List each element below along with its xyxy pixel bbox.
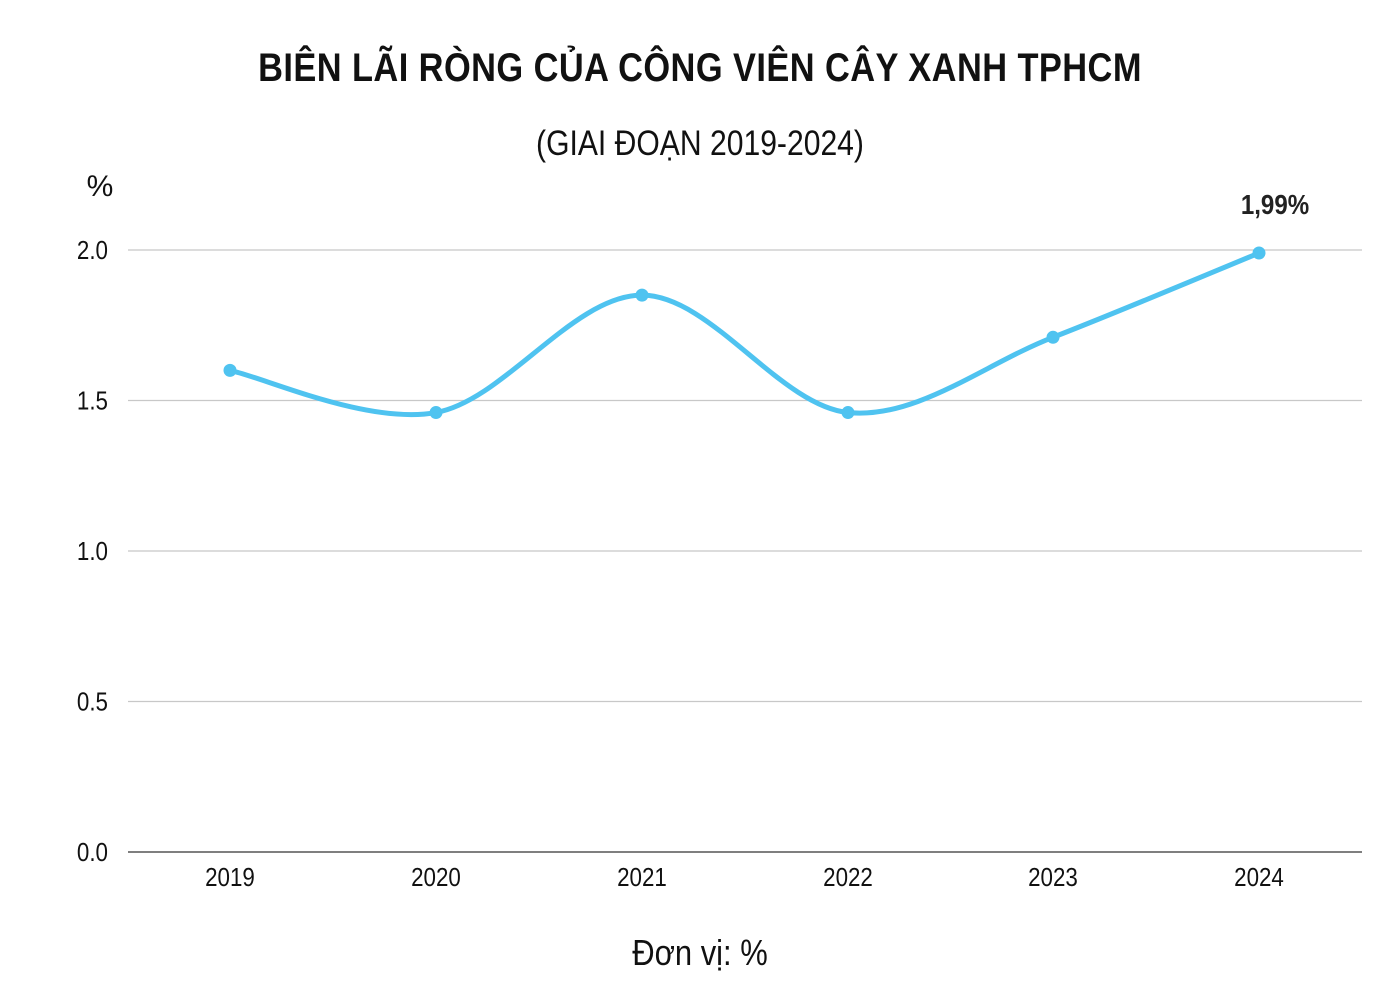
x-tick-label: 2019 [205, 863, 255, 892]
series-layer [223, 246, 1266, 420]
chart-title: BIÊN LÃI RÒNG CỦA CÔNG VIÊN CÂY XANH TPH… [258, 46, 1142, 90]
chart-subtitle: (GIAI ĐOẠN 2019-2024) [536, 124, 864, 163]
data-point-2022 [841, 406, 855, 420]
x-tick-label: 2023 [1028, 863, 1078, 892]
data-point-2023 [1046, 330, 1060, 344]
x-tick-label: 2020 [411, 863, 461, 892]
data-point-2020 [429, 406, 443, 420]
unit-note: Đơn vị: % [632, 932, 768, 973]
x-tick-label: 2022 [823, 863, 873, 892]
gridlines [128, 249, 1362, 703]
y-tick-label: 0.5 [77, 688, 108, 717]
y-tick-label: 0.0 [77, 838, 108, 867]
data-point-2019 [223, 363, 237, 377]
y-axis-label: % [87, 170, 114, 203]
series-line [227, 250, 1262, 418]
x-tick-label: 2024 [1234, 863, 1284, 892]
x-tick-label: 2021 [617, 863, 667, 892]
data-point-2024 [1252, 246, 1266, 260]
data-label-2024: 1,99% [1241, 188, 1309, 220]
labels: 0.0 0.5 1.0 1.5 2.0% 2019 2020 2021 2022 2023 2024… [77, 170, 1309, 892]
y-tick-label: 1.0 [77, 537, 108, 566]
y-tick-label: 2.0 [77, 236, 108, 265]
y-tick-label: 1.5 [77, 387, 108, 416]
data-point-2021 [635, 288, 649, 302]
